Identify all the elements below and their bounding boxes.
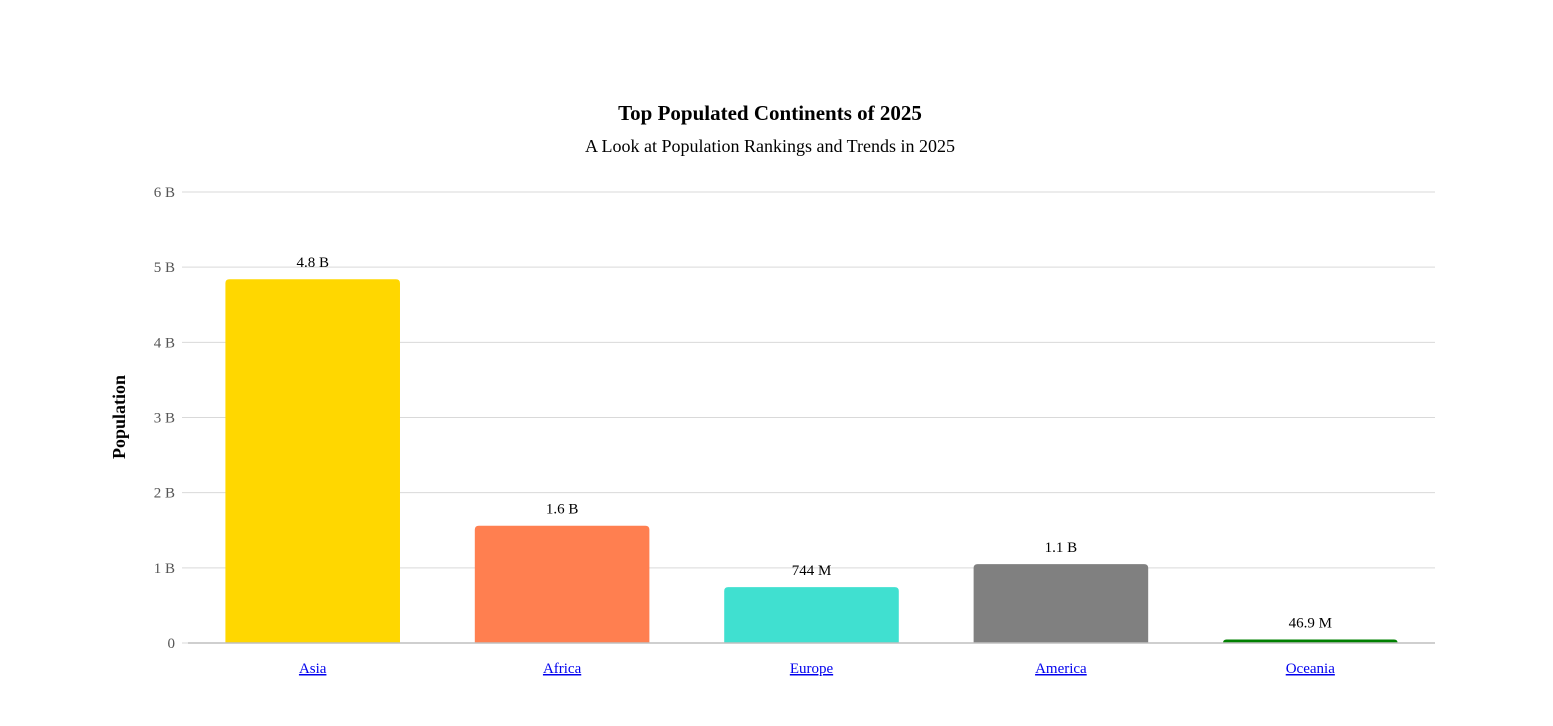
x-tick-link-europe[interactable]: Europe: [790, 661, 834, 677]
y-tick-label: 0: [168, 636, 176, 652]
y-tick-label: 4 B: [154, 335, 175, 351]
bar-europe[interactable]: [724, 587, 899, 643]
y-tick-label: 1 B: [154, 561, 175, 577]
x-tick-link-asia[interactable]: Asia: [299, 661, 327, 677]
data-labels: 4.8 B 1.6 B 744 M 1.1 B 46.9 M: [296, 255, 1332, 631]
y-tick-label: 3 B: [154, 411, 175, 427]
x-tick-link-america[interactable]: America: [1035, 661, 1087, 677]
data-label-africa: 1.6 B: [546, 502, 579, 518]
bar-asia[interactable]: [225, 279, 400, 643]
data-label-america: 1.1 B: [1045, 540, 1078, 556]
x-axis-ticks: Asia Africa Europe America Oceania: [299, 661, 1335, 677]
x-tick-link-africa[interactable]: Africa: [543, 661, 582, 677]
y-axis-label: Population: [109, 375, 129, 459]
data-label-oceania: 46.9 M: [1289, 615, 1332, 631]
bars: [225, 279, 1398, 643]
y-tick-label: 6 B: [154, 185, 175, 201]
bar-oceania[interactable]: [1223, 639, 1398, 643]
x-tick-link-oceania[interactable]: Oceania: [1286, 661, 1335, 677]
y-axis-ticks: 0 1 B 2 B 3 B 4 B 5 B 6 B: [154, 185, 175, 652]
bar-africa[interactable]: [474, 525, 650, 643]
data-label-asia: 4.8 B: [296, 255, 329, 271]
y-tick-label: 2 B: [154, 486, 175, 502]
y-tick-label: 5 B: [154, 260, 175, 276]
data-label-europe: 744 M: [792, 563, 832, 579]
bar-america[interactable]: [973, 564, 1149, 643]
chart-title: Top Populated Continents of 2025: [618, 101, 922, 125]
chart-subtitle: A Look at Population Rankings and Trends…: [585, 136, 955, 156]
